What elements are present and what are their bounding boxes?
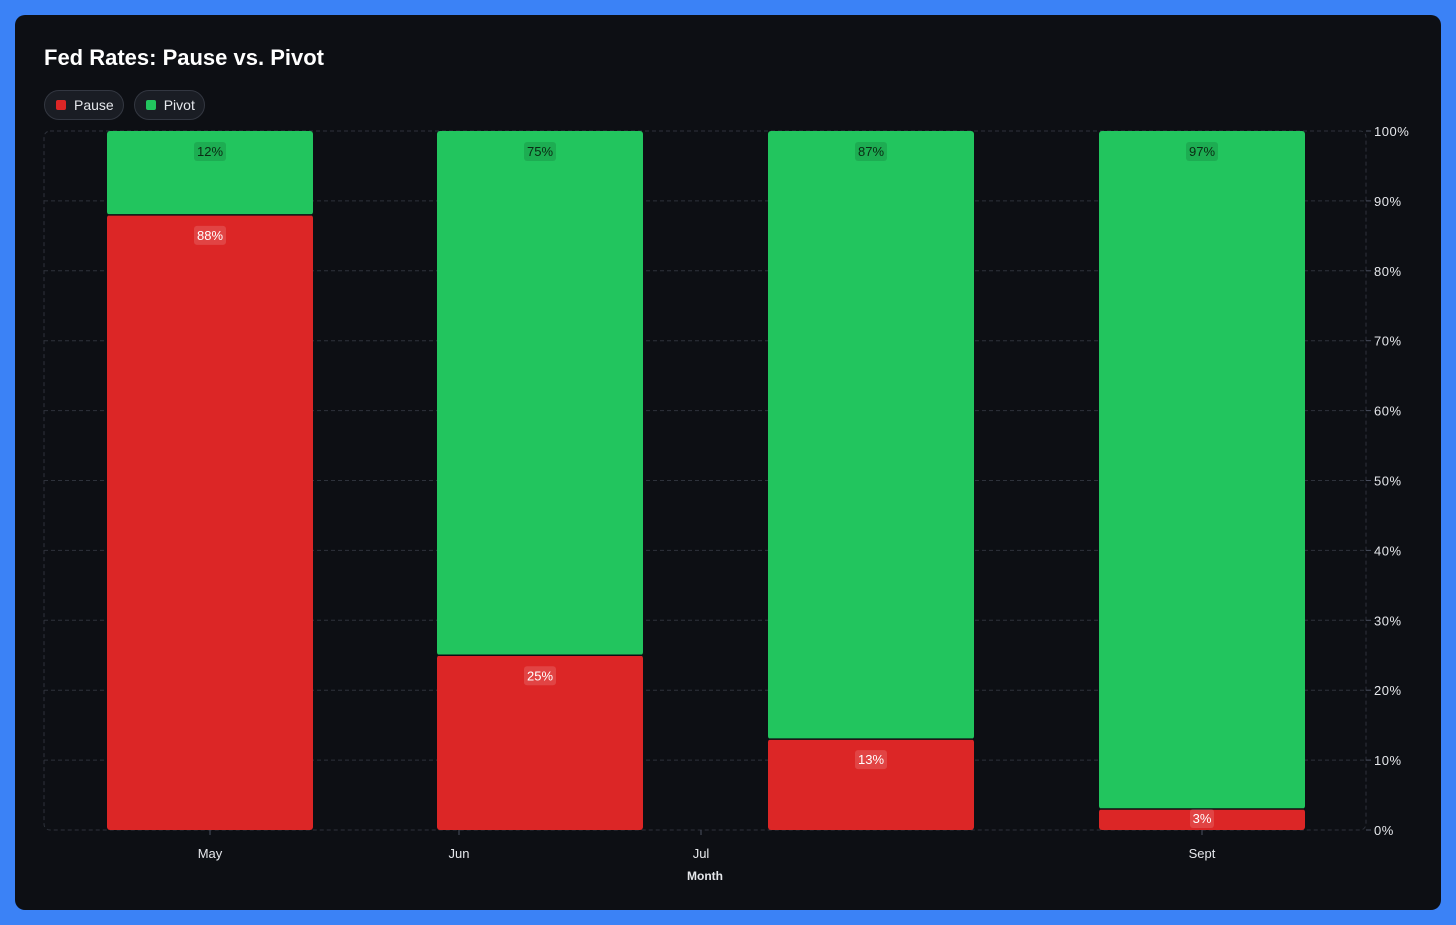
chart-title: Fed Rates: Pause vs. Pivot	[44, 45, 324, 70]
x-tick-label: Jul	[693, 846, 710, 861]
bar-pause-2[interactable]	[768, 739, 974, 830]
data-label-pivot-3: 97%	[1189, 144, 1215, 159]
data-label-pause-0: 88%	[197, 228, 223, 243]
y-tick-label: 0%	[1374, 823, 1394, 838]
data-label-pause-3: 3%	[1193, 811, 1212, 826]
data-label-pivot-0-bg	[194, 142, 226, 161]
y-tick-label: 100%	[1374, 124, 1409, 139]
x-tick-label: Jun	[449, 846, 470, 861]
data-label-pivot-0: 12%	[197, 144, 223, 159]
data-label-pivot-1-bg	[524, 142, 556, 161]
bar-pivot-0[interactable]	[107, 131, 313, 215]
y-tick-label: 40%	[1374, 543, 1402, 558]
data-label-pivot-3-bg	[1186, 142, 1218, 161]
data-label-pause-2: 13%	[858, 752, 884, 767]
bar-pivot-1[interactable]	[437, 131, 643, 656]
legend-swatch-pause	[56, 100, 66, 110]
data-label-pause-1-bg	[524, 666, 556, 686]
y-tick-label: 10%	[1374, 753, 1402, 768]
data-label-pause-2-bg	[855, 750, 887, 770]
legend-item-pause[interactable]: Pause	[44, 90, 124, 120]
bar-pivot-2[interactable]	[768, 131, 974, 740]
x-tick-label: May	[198, 846, 223, 861]
y-tick-label: 20%	[1374, 683, 1402, 698]
data-label-pivot-1: 75%	[527, 144, 553, 159]
data-labels-layer: 12% 88% 75% 25% 87% 13% 97% 3%	[194, 142, 1218, 829]
chart-card: Fed Rates: Pause vs. Pivot Pause Pivot 1…	[15, 15, 1441, 910]
y-tick-label: 70%	[1374, 334, 1402, 349]
legend-item-pivot[interactable]: Pivot	[133, 90, 205, 120]
y-tick-label: 90%	[1374, 194, 1402, 209]
legend-label-pivot: Pivot	[163, 97, 195, 113]
y-tick-label: 50%	[1374, 474, 1402, 489]
x-tick-label: Sept	[1189, 846, 1216, 861]
y-tick-label: 30%	[1374, 613, 1402, 628]
legend-swatch-pivot	[145, 100, 156, 110]
data-label-pause-0-bg	[194, 225, 226, 245]
y-tick-label: 80%	[1374, 264, 1402, 279]
data-label-pivot-2: 87%	[858, 144, 884, 159]
bars-layer	[107, 131, 1305, 830]
bar-pivot-3[interactable]	[1099, 131, 1305, 810]
data-label-pause-1: 25%	[527, 668, 553, 683]
x-axis-title: Month	[687, 869, 723, 883]
bar-pause-0[interactable]	[107, 214, 313, 830]
bar-pause-3[interactable]	[1099, 809, 1305, 830]
y-tick-label: 60%	[1374, 404, 1402, 419]
legend-label-pause: Pause	[74, 97, 114, 113]
x-axis: May Jun Jul Sept	[198, 830, 1216, 861]
stacked-bar-chart: 12% 88% 75% 25% 87% 13% 97% 3% 0% 10% 20% 30% 40% 50…	[43, 124, 1409, 883]
data-label-pause-3-bg	[1190, 809, 1214, 829]
chart-legend: Pause Pivot	[44, 90, 205, 120]
y-axis: 0% 10% 20% 30% 40% 50% 60% 70% 80% 90% 100%	[1366, 124, 1409, 838]
bar-pause-1[interactable]	[437, 655, 643, 830]
data-label-pivot-2-bg	[855, 142, 887, 161]
